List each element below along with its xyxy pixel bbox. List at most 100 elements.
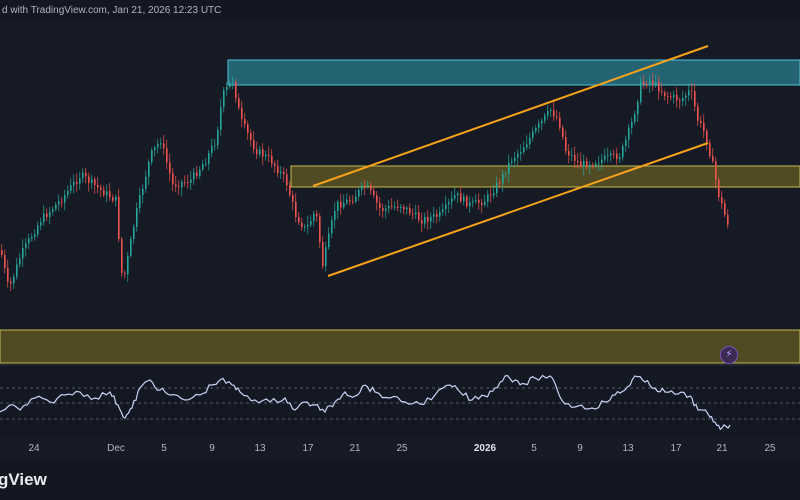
candle-body [670,96,672,98]
time-axis: 24 Dec 5 9 13 17 21 25 2026 5 9 13 17 21 25 [0,437,800,461]
candle-body [487,194,489,202]
candle-body [553,110,555,117]
candle-body [289,185,291,195]
candle-body [493,193,495,196]
candle-body [352,201,354,203]
candle-body [259,149,261,155]
candle-body [391,206,393,208]
candle-body [61,201,63,203]
candle-body [37,225,39,235]
candle-body [706,131,708,143]
x-tick-label: 13 [622,443,634,454]
candle-body [283,172,285,175]
candle-body [676,94,678,101]
candle-body [232,81,234,84]
candle-body [241,107,243,120]
candle-body [424,216,426,224]
candle-body [511,161,513,163]
candle-body [712,155,714,162]
candle-body [208,153,210,164]
candle-body [325,247,327,267]
candle-body [127,255,129,275]
candle-body [1,250,3,255]
candle-body [97,185,99,188]
candle-body [226,87,228,91]
candle-body [709,142,711,156]
candle-body [562,127,564,138]
candle-body [664,92,666,97]
candle-body [265,154,267,157]
candle-body [457,193,459,196]
supply-zone [227,59,800,86]
candle-body [682,98,684,102]
x-tick-label: Dec [107,443,125,454]
candle-body [214,145,216,147]
candle-body [388,206,390,209]
candle-body [235,81,237,99]
candle-body [559,117,561,128]
candle-body [148,161,150,177]
lightning-icon[interactable]: ⚡ [720,346,738,364]
candle-body [622,146,624,158]
candle-body [412,213,414,215]
candle-body [478,200,480,203]
candle-body [91,179,93,183]
candle-body [367,185,369,187]
candle-body [295,201,297,218]
candle-body [517,153,519,158]
candle-body [19,258,21,265]
candle-body [64,194,66,203]
candle-body [634,114,636,122]
candle-body [448,202,450,205]
candle-body [76,181,78,184]
candle-body [193,172,195,180]
candle-body [574,154,576,162]
candle-body [421,220,423,224]
candle-body [445,204,447,210]
candle-body [73,181,75,186]
candle-body [67,190,69,195]
x-tick-label: 17 [670,443,682,454]
candle-body [346,199,348,203]
candle-body [469,202,471,207]
candle-body [505,173,507,175]
candle-body [586,161,588,168]
candle-body [358,189,360,197]
candle-body [625,139,627,147]
candle-body [304,226,306,228]
candle-body [238,98,240,108]
candle-body [598,163,600,165]
candle-body [70,185,72,191]
candle-body [217,129,219,146]
candle-body [196,172,198,176]
candle-body [220,107,222,130]
candle-body [601,159,603,164]
candle-body [190,179,192,183]
candle-body [130,239,132,256]
candle-body [34,234,36,238]
brand-logo-text: gView [0,470,47,489]
candle-body [256,149,258,155]
candle-body [655,81,657,85]
candle-body [700,120,702,124]
candle-body [109,191,111,198]
x-tick-label: 13 [254,443,266,454]
candle-body [523,147,525,153]
candle-body [79,178,81,184]
candle-body [16,264,18,277]
candle-body [508,162,510,174]
x-tick-label: 5 [531,443,537,454]
candle-body [610,153,612,156]
candle-body [454,195,456,199]
candle-body [163,143,165,149]
candle-body [442,209,444,212]
candle-body [262,149,264,157]
candle-body [229,83,231,88]
candle-body [46,213,48,218]
candle-body [223,90,225,108]
candle-body [472,201,474,203]
candle-body [160,143,162,145]
candle-body [394,206,396,208]
candle-body [340,201,342,208]
candle-body [373,190,375,196]
